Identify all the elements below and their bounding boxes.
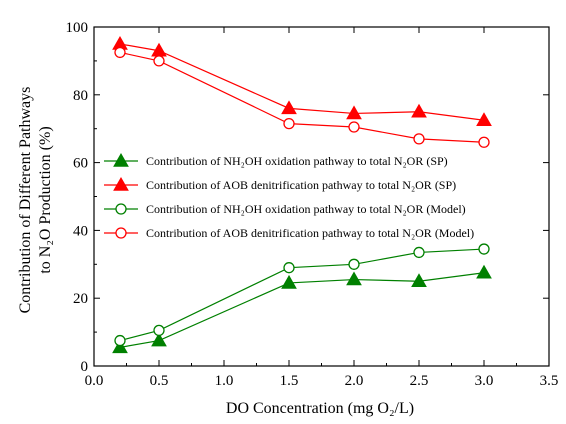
- data-point: [151, 332, 167, 347]
- data-point: [281, 100, 297, 115]
- legend-marker: [115, 203, 127, 215]
- legend: Contribution of NH₂OH oxidation pathway …: [104, 152, 474, 240]
- series-line: [119, 51, 485, 143]
- legend-text: Contribution of AOB denitrification path…: [146, 226, 474, 240]
- x-tick-label: 1.0: [215, 373, 234, 389]
- x-tick-label: 3.5: [540, 373, 559, 389]
- axis-labels: DO Concentration (mg O₂/L) Contribution …: [17, 87, 414, 417]
- x-axis-label: DO Concentration (mg O₂/L): [226, 400, 414, 417]
- data-point: [112, 339, 128, 354]
- data-point: [114, 46, 126, 59]
- series-line: [119, 272, 485, 348]
- axes: 0.0 0.5 1.0 1.5 2.0 2.5 3.0 3.5 0 20 40 60 80 100: [66, 20, 559, 389]
- legend-marker: [113, 176, 129, 191]
- data-point: [153, 55, 165, 67]
- y-tick-label: 100: [66, 20, 89, 36]
- data-point: [478, 136, 490, 148]
- data-point: [283, 117, 295, 130]
- data-point: [348, 258, 360, 270]
- legend-text: Contribution of NH₂OH oxidation pathway …: [146, 154, 448, 168]
- data-point: [346, 271, 362, 286]
- data-point: [346, 105, 362, 120]
- legend-marker: [115, 227, 127, 239]
- data-point: [411, 273, 427, 287]
- legend-item-2: Contribution of AOB denitrification path…: [104, 176, 456, 192]
- data-point: [478, 243, 490, 255]
- y-tick-label: 40: [73, 223, 88, 239]
- data-point: [413, 133, 425, 145]
- series-2: [112, 35, 492, 126]
- y-axis-label-line2: to N₂O Production (%): [37, 126, 54, 273]
- data-point: [411, 103, 427, 118]
- y-tick-label: 80: [73, 88, 88, 104]
- data-point: [114, 334, 126, 347]
- data-point: [348, 121, 360, 133]
- plot-frame: [93, 26, 550, 367]
- x-tick-label: 0.0: [85, 373, 104, 389]
- x-tick-label: 3.0: [475, 373, 494, 389]
- y-tick-label: 60: [73, 156, 88, 172]
- legend-marker: [113, 152, 129, 167]
- legend-text: Contribution of NH₂OH oxidation pathway …: [146, 202, 466, 216]
- x-tick-label: 2.0: [345, 373, 364, 389]
- data-point: [476, 264, 492, 279]
- data-point: [283, 262, 295, 274]
- x-tick-label: 1.5: [280, 373, 299, 389]
- y-tick-label: 0: [81, 359, 89, 375]
- data-point: [281, 274, 297, 289]
- data-point: [153, 324, 165, 337]
- x-tick-label: 2.5: [410, 373, 429, 389]
- y-tick-label: 20: [73, 291, 88, 307]
- series-1: [112, 264, 492, 354]
- series-line: [119, 248, 485, 342]
- series-3: [114, 243, 490, 347]
- data-point: [413, 246, 425, 259]
- series-line: [119, 43, 485, 121]
- legend-item-3: Contribution of NH₂OH oxidation pathway …: [104, 202, 466, 216]
- y-axis-label-line1: Contribution of Different Pathways: [17, 87, 34, 314]
- legend-item-1: Contribution of NH₂OH oxidation pathway …: [104, 152, 448, 168]
- x-tick-label: 0.5: [150, 373, 169, 389]
- legend-text: Contribution of AOB denitrification path…: [146, 178, 456, 192]
- legend-item-4: Contribution of AOB denitrification path…: [104, 226, 474, 240]
- data-point: [476, 112, 492, 126]
- series-layer: [112, 35, 492, 354]
- series-4: [114, 46, 490, 148]
